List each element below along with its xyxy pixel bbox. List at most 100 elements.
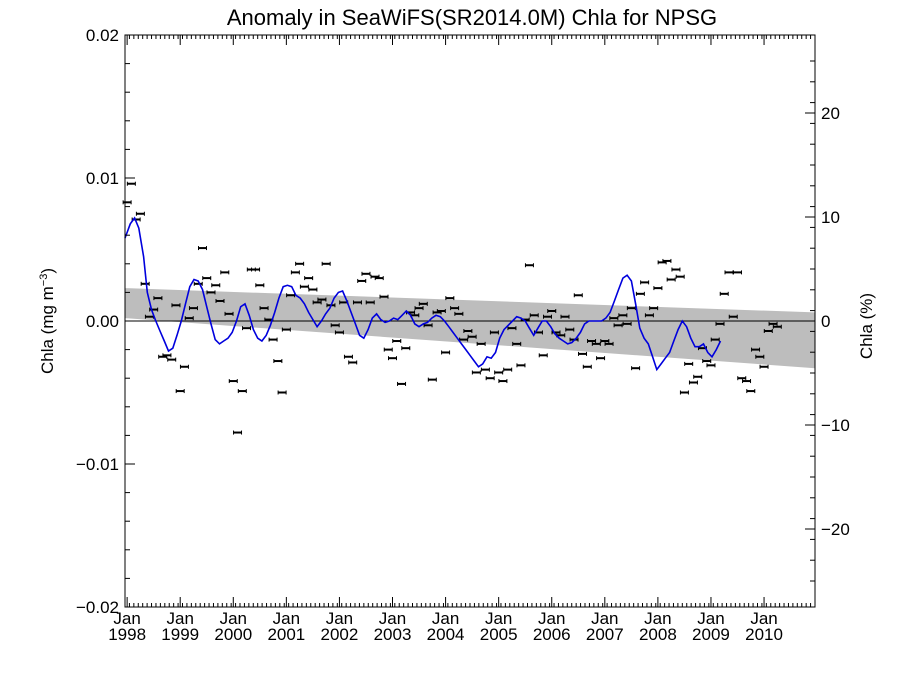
data-point bbox=[299, 284, 309, 289]
data-point bbox=[193, 281, 203, 286]
smoothed-series-line bbox=[124, 216, 722, 372]
data-point bbox=[220, 270, 230, 275]
data-point bbox=[184, 316, 194, 321]
data-point bbox=[233, 430, 243, 435]
x-axis-tick-label-month: Jan bbox=[485, 609, 512, 628]
data-point bbox=[352, 300, 362, 305]
data-point bbox=[379, 294, 389, 299]
data-point bbox=[498, 379, 508, 384]
x-axis-tick-label-year: 1999 bbox=[161, 625, 199, 644]
x-axis-tick-label-month: Jan bbox=[166, 609, 193, 628]
data-point bbox=[485, 376, 495, 381]
x-axis-tick-label-year: 2002 bbox=[321, 625, 359, 644]
x-axis-tick-label-year: 2005 bbox=[480, 625, 518, 644]
data-point bbox=[321, 261, 331, 266]
data-point bbox=[662, 258, 672, 263]
x-axis-tick-label-year: 2007 bbox=[586, 625, 624, 644]
y-axis-left-title-sup: −3 bbox=[38, 274, 50, 287]
y-axis-left-tick-label: 0.00 bbox=[86, 312, 119, 331]
data-point bbox=[503, 367, 513, 372]
x-axis-tick-label-month: Jan bbox=[113, 609, 140, 628]
data-point bbox=[215, 298, 225, 303]
data-point bbox=[618, 313, 628, 318]
x-axis-tick-label-year: 2003 bbox=[374, 625, 412, 644]
data-point bbox=[573, 293, 583, 298]
data-point bbox=[392, 339, 402, 344]
data-point bbox=[312, 300, 322, 305]
data-point bbox=[582, 364, 592, 369]
x-axis-tick-label-month: Jan bbox=[697, 609, 724, 628]
data-point bbox=[524, 263, 534, 268]
data-point bbox=[644, 313, 654, 318]
data-point bbox=[197, 246, 207, 251]
data-point bbox=[445, 296, 455, 301]
data-point bbox=[290, 270, 300, 275]
x-axis-tick-label-month: Jan bbox=[591, 609, 618, 628]
data-point bbox=[476, 341, 486, 346]
data-point bbox=[710, 337, 720, 342]
data-point bbox=[361, 271, 371, 276]
data-point bbox=[596, 356, 606, 361]
data-point bbox=[688, 380, 698, 385]
data-point bbox=[604, 341, 614, 346]
data-point bbox=[126, 181, 136, 186]
y-axis-left-tick-label: −0.01 bbox=[76, 455, 119, 474]
data-point bbox=[763, 329, 773, 334]
data-point bbox=[733, 270, 743, 275]
data-point bbox=[330, 323, 340, 328]
y-axis-right-tick-label: 10 bbox=[821, 208, 840, 227]
data-point bbox=[277, 390, 287, 395]
x-axis-tick-label-year: 1998 bbox=[108, 625, 146, 644]
data-point bbox=[357, 278, 367, 283]
data-point bbox=[242, 326, 252, 331]
data-point bbox=[542, 314, 552, 319]
y-axis-left-tick-label: −0.02 bbox=[76, 598, 119, 617]
data-point bbox=[135, 211, 145, 216]
data-point bbox=[587, 339, 597, 344]
data-point bbox=[759, 364, 769, 369]
x-axis-tick-label-month: Jan bbox=[273, 609, 300, 628]
data-point bbox=[374, 276, 384, 281]
data-point bbox=[255, 283, 265, 288]
data-point bbox=[719, 291, 729, 296]
x-axis-tick-label-year: 2008 bbox=[639, 625, 677, 644]
x-axis-tick-label-year: 2010 bbox=[745, 625, 783, 644]
data-point bbox=[675, 274, 685, 279]
data-point bbox=[480, 367, 490, 372]
data-point bbox=[547, 308, 557, 313]
data-point bbox=[251, 267, 261, 272]
data-point bbox=[317, 297, 327, 302]
data-point bbox=[560, 314, 570, 319]
x-axis-tick-label-year: 2000 bbox=[214, 625, 252, 644]
chart-title: Anomaly in SeaWiFS(SR2014.0M) Chla for N… bbox=[227, 5, 717, 30]
data-point bbox=[308, 287, 318, 292]
data-point bbox=[206, 290, 216, 295]
y-axis-left-tick-label: 0.01 bbox=[86, 169, 119, 188]
data-point bbox=[228, 379, 238, 384]
data-point bbox=[388, 356, 398, 361]
data-point bbox=[768, 321, 778, 326]
data-point bbox=[702, 359, 712, 364]
x-axis-tick-label-month: Jan bbox=[432, 609, 459, 628]
x-axis-tick-label-year: 2004 bbox=[427, 625, 465, 644]
data-point bbox=[188, 306, 198, 311]
y-axis-right-tick-label: −20 bbox=[821, 520, 850, 539]
data-point bbox=[202, 276, 212, 281]
data-point bbox=[140, 281, 150, 286]
data-point bbox=[613, 323, 623, 328]
data-point bbox=[746, 389, 756, 394]
data-point bbox=[273, 359, 283, 364]
data-point bbox=[494, 370, 504, 375]
data-point bbox=[179, 364, 189, 369]
data-point bbox=[742, 379, 752, 384]
y-axis-left-tick-label: 0.02 bbox=[86, 26, 119, 45]
x-axis-tick-label-month: Jan bbox=[326, 609, 353, 628]
data-point bbox=[653, 286, 663, 291]
data-point bbox=[512, 341, 522, 346]
data-point bbox=[304, 276, 314, 281]
data-point bbox=[529, 313, 539, 318]
x-axis-tick-label-month: Jan bbox=[220, 609, 247, 628]
data-point bbox=[295, 261, 305, 266]
data-point bbox=[684, 361, 694, 366]
